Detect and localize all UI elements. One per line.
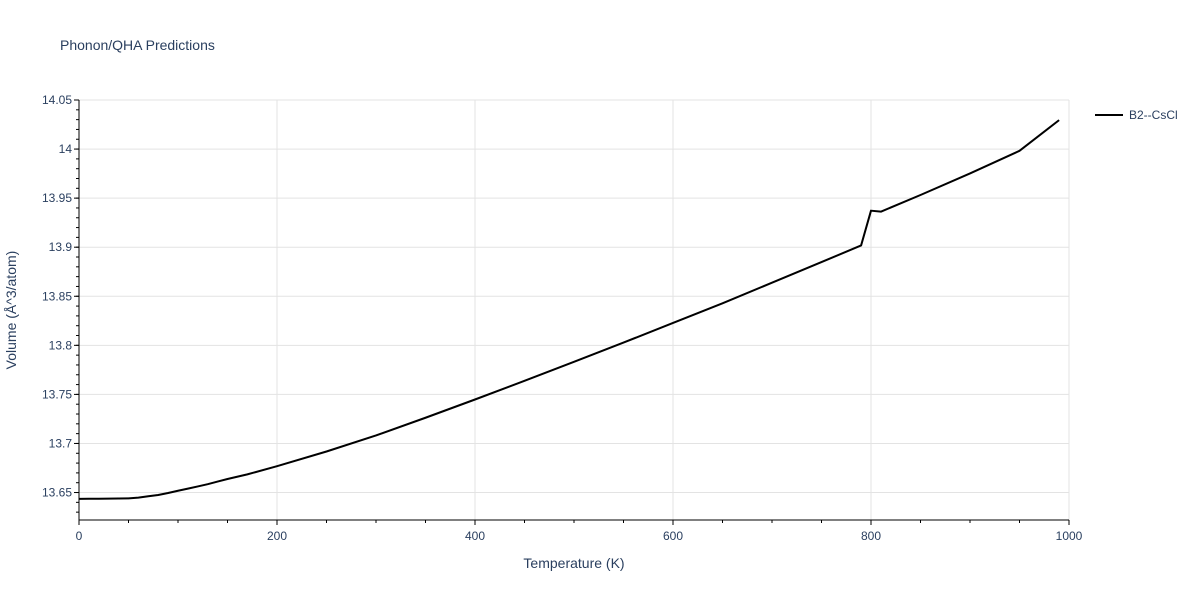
x-tick-label: 800 [861, 529, 881, 543]
legend[interactable]: B2--CsCl [1095, 108, 1178, 122]
x-tick-label: 400 [465, 529, 485, 543]
y-tick-label: 13.75 [42, 387, 72, 401]
x-tick-label: 1000 [1056, 529, 1083, 543]
axes: 0 200 400 600 800 1000 13.65 13.7 13.75 13.8 13.85… [42, 93, 1083, 543]
y-tick-label: 13.8 [49, 338, 73, 352]
y-tick-label: 13.85 [42, 289, 72, 303]
x-tick-label: 600 [663, 529, 683, 543]
series-lines [78, 119, 1060, 500]
y-tick-label: 13.9 [49, 240, 73, 254]
legend-label-b2-cscl: B2--CsCl [1129, 108, 1178, 122]
grid-lines [79, 99, 1070, 520]
y-tick-label: 13.65 [42, 486, 72, 500]
x-tick-label: 0 [76, 529, 83, 543]
x-axis-label: Temperature (K) [523, 555, 624, 571]
chart-title: Phonon/QHA Predictions [60, 37, 215, 53]
y-tick-label: 13.7 [49, 436, 73, 450]
series-line-0[interactable] [78, 119, 1060, 500]
x-tick-label: 200 [267, 529, 287, 543]
y-axis-label: Volume (Å^3/atom) [3, 251, 19, 370]
y-tick-label: 14 [59, 142, 73, 156]
y-tick-label: 13.95 [42, 191, 72, 205]
y-tick-label: 14.05 [42, 93, 72, 107]
